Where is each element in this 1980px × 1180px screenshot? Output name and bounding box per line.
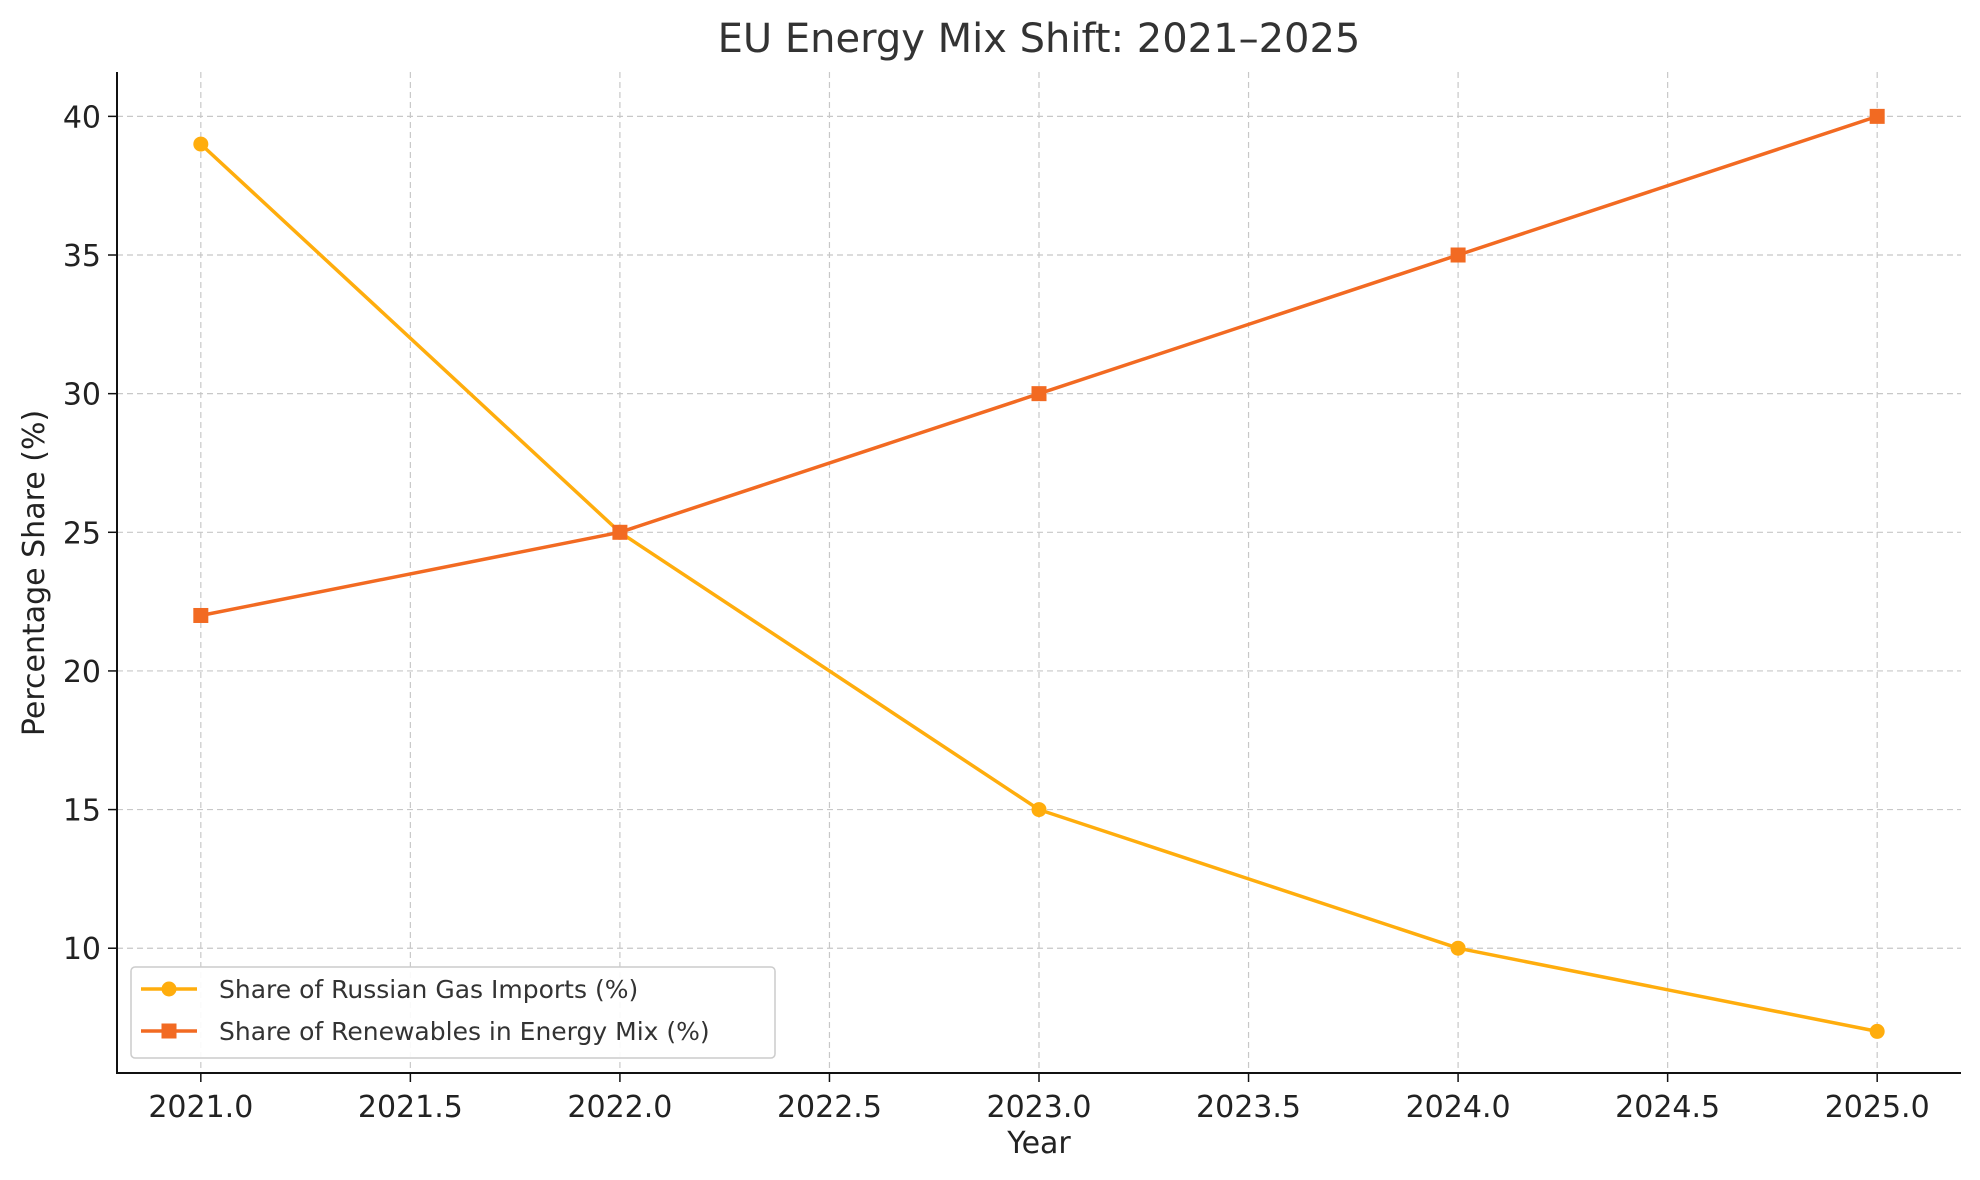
- data-point: [1450, 940, 1466, 956]
- y-ticks: 10 15 20 25 30 35 40: [63, 100, 117, 967]
- x-tick-label: 2022.0: [567, 1090, 672, 1125]
- series-group: [193, 108, 1885, 1039]
- y-tick-label: 20: [63, 655, 101, 690]
- data-point: [1869, 108, 1885, 124]
- legend-marker: [161, 981, 177, 997]
- data-point: [612, 524, 628, 540]
- x-tick-label: 2025.0: [1825, 1090, 1930, 1125]
- legend: Share of Russian Gas Imports (%) Share of…: [130, 966, 776, 1059]
- x-tick-label: 2023.5: [1196, 1090, 1301, 1125]
- x-tick-label: 2023.0: [987, 1090, 1092, 1125]
- x-ticks: 2021.0 2021.5 2022.0 2022.5 2023.0 2023.5 2024…: [148, 1073, 1930, 1125]
- y-tick-label: 30: [63, 378, 101, 413]
- legend-label: Share of Russian Gas Imports (%): [219, 975, 638, 1004]
- data-point: [193, 136, 209, 152]
- chart-title: EU Energy Mix Shift: 2021–2025: [718, 16, 1361, 62]
- data-point: [1450, 247, 1466, 263]
- x-tick-label: 2024.0: [1406, 1090, 1511, 1125]
- data-point: [1031, 802, 1047, 818]
- x-tick-label: 2022.5: [777, 1090, 882, 1125]
- legend-label: Share of Renewables in Energy Mix (%): [219, 1017, 710, 1046]
- legend-marker: [161, 1023, 177, 1039]
- grid: [117, 72, 1961, 1073]
- y-axis-label: Percentage Share (%): [17, 410, 52, 736]
- data-point: [1869, 1023, 1885, 1039]
- y-tick-label: 25: [63, 516, 101, 551]
- x-axis-label: Year: [1006, 1126, 1071, 1161]
- y-tick-label: 40: [63, 100, 101, 135]
- y-tick-label: 10: [63, 932, 101, 967]
- data-point: [1031, 386, 1047, 402]
- y-tick-label: 15: [63, 794, 101, 829]
- legend-box: [130, 966, 776, 1059]
- x-tick-label: 2021.0: [148, 1090, 253, 1125]
- data-point: [193, 607, 209, 623]
- y-tick-label: 35: [63, 239, 101, 274]
- x-tick-label: 2024.5: [1615, 1090, 1720, 1125]
- x-tick-label: 2021.5: [358, 1090, 463, 1125]
